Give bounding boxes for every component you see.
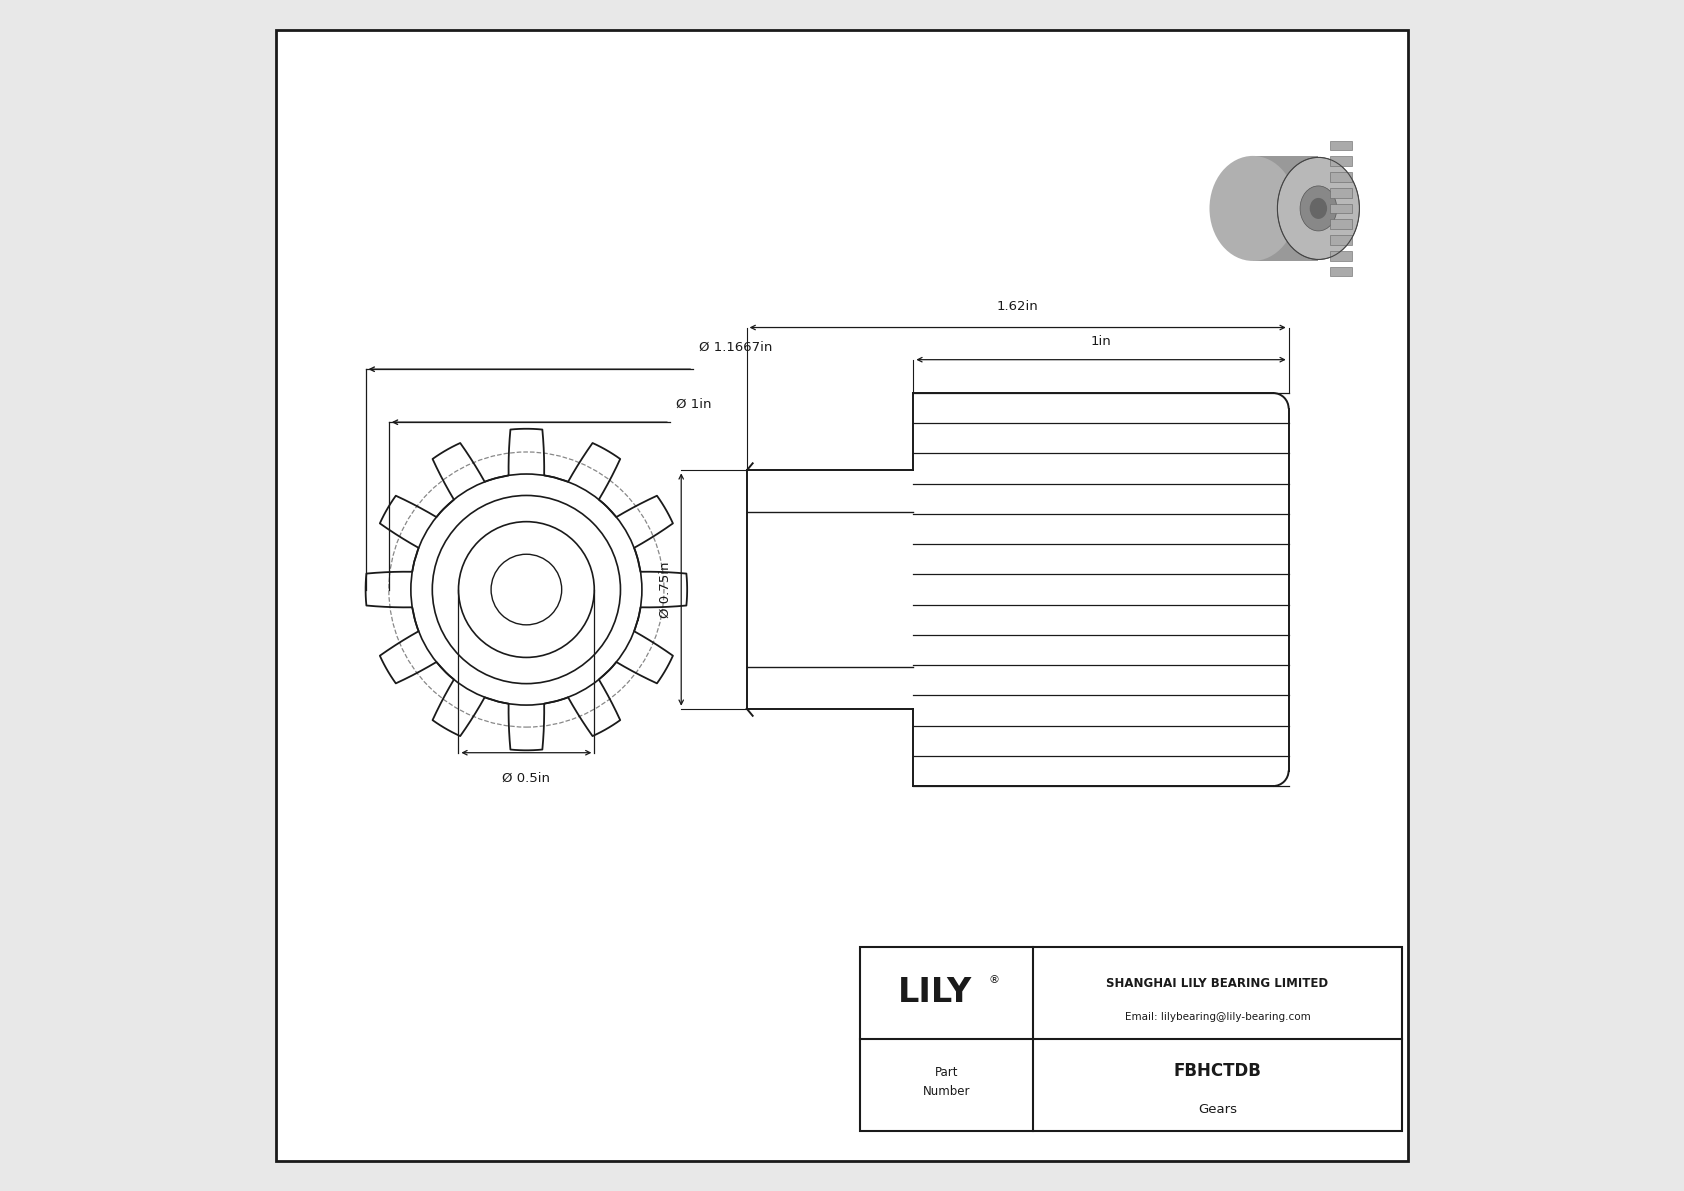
Text: 1.62in: 1.62in xyxy=(997,300,1039,313)
Text: Gears: Gears xyxy=(1197,1103,1238,1116)
Ellipse shape xyxy=(1209,156,1297,261)
FancyBboxPatch shape xyxy=(1330,188,1352,198)
FancyBboxPatch shape xyxy=(1330,267,1352,276)
Text: Email: lilybearing@lily-bearing.com: Email: lilybearing@lily-bearing.com xyxy=(1125,1012,1310,1022)
FancyBboxPatch shape xyxy=(1330,219,1352,229)
Ellipse shape xyxy=(1310,198,1327,219)
Text: FBHCTDB: FBHCTDB xyxy=(1174,1061,1261,1079)
Text: Ø 0.5in: Ø 0.5in xyxy=(502,772,551,785)
Ellipse shape xyxy=(1278,157,1359,260)
Text: Part
Number: Part Number xyxy=(923,1066,970,1098)
Ellipse shape xyxy=(1300,186,1337,231)
FancyBboxPatch shape xyxy=(1330,141,1352,150)
Text: 1in: 1in xyxy=(1091,335,1111,348)
Text: LILY: LILY xyxy=(898,977,972,1010)
Text: Ø 1in: Ø 1in xyxy=(675,398,711,410)
Text: Ø 1.1667in: Ø 1.1667in xyxy=(699,341,773,354)
FancyBboxPatch shape xyxy=(1330,251,1352,261)
FancyBboxPatch shape xyxy=(1330,235,1352,245)
Text: Ø 0.75in: Ø 0.75in xyxy=(658,561,672,618)
FancyBboxPatch shape xyxy=(1330,172,1352,182)
Text: SHANGHAI LILY BEARING LIMITED: SHANGHAI LILY BEARING LIMITED xyxy=(1106,978,1329,990)
FancyBboxPatch shape xyxy=(1253,156,1319,261)
FancyBboxPatch shape xyxy=(1330,156,1352,166)
Text: ®: ® xyxy=(989,975,1000,985)
Bar xyxy=(861,947,1401,1131)
FancyBboxPatch shape xyxy=(1330,204,1352,213)
